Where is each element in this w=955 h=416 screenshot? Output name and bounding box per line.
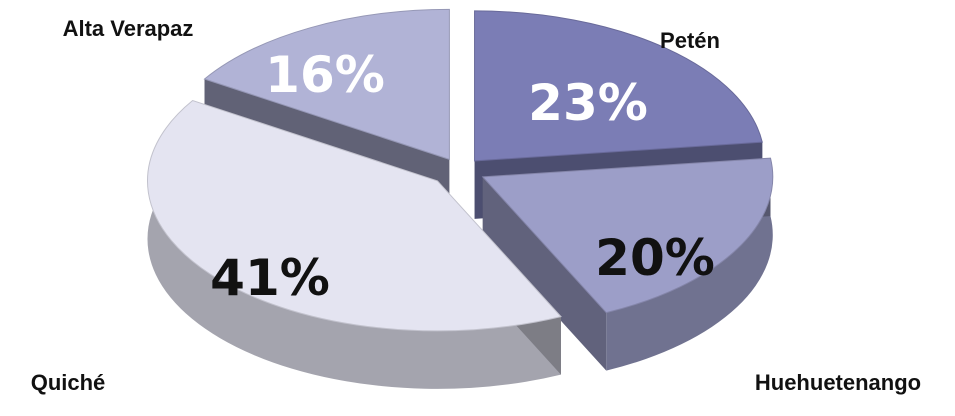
pie-slice-1 (481, 157, 774, 314)
category-label-3: Alta Verapaz (63, 16, 194, 41)
label-layer: 23% Petén 20% Huehuetenango 41% Quiché 16% Alta… (31, 16, 921, 395)
data-label-0: 23% (528, 74, 648, 132)
pie-slice-0 (474, 10, 763, 162)
pie-slice-wall-1-1 (482, 176, 607, 371)
data-label-1: 20% (595, 229, 715, 287)
pie-slice-3 (203, 8, 450, 161)
pie-slice-side-1 (606, 158, 773, 371)
data-label-2: 41% (210, 249, 330, 307)
category-label-2: Quiché (31, 370, 106, 395)
pie-slice-2 (147, 99, 562, 332)
data-label-3: 16% (265, 46, 385, 104)
category-label-1: Huehuetenango (755, 370, 921, 395)
category-label-0: Petén (660, 28, 720, 53)
slice-top-layer (147, 8, 774, 332)
pie-slice-side-2 (147, 100, 561, 389)
